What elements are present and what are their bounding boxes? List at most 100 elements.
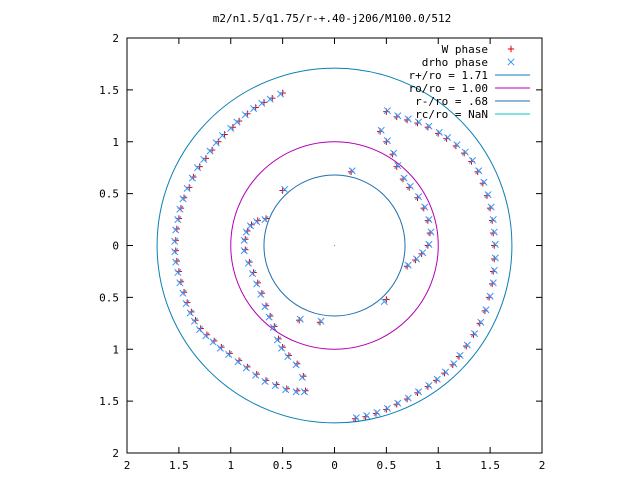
point-1-20: [172, 258, 180, 266]
point-1-68: [404, 394, 412, 402]
point-1-5: [233, 118, 241, 126]
legend-label-circle-2: r-/ro = .68: [415, 95, 488, 108]
point-1-100: [377, 126, 385, 134]
x-tick-label-0: 2: [124, 459, 131, 472]
point-1-61: [348, 167, 356, 175]
x-tick-label-1: 1.5: [169, 459, 189, 472]
point-1-101: [383, 137, 391, 145]
point-1-30: [216, 344, 224, 352]
legend-label-circle-3: rc/ro = NaN: [415, 108, 488, 121]
series-w-phase: [172, 89, 498, 422]
y-tick-label-2: 1: [112, 136, 119, 149]
point-1-9: [206, 147, 214, 155]
chart-title: m2/n1.5/q1.75/r-+.40-j206/M100.0/512: [213, 12, 451, 25]
point-0-6: [229, 124, 237, 131]
point-1-81: [490, 266, 498, 274]
point-1-54: [242, 228, 250, 236]
point-1-52: [240, 247, 248, 255]
point-1-6: [227, 124, 235, 132]
y-tick-label-1: 1.5: [99, 84, 119, 97]
y-axis: 2 1.5 1 0.5 0 0.5 1 1.5 2: [99, 32, 542, 460]
point-1-112: [412, 255, 421, 263]
point-1-51: [244, 259, 252, 267]
point-1-22: [176, 279, 184, 287]
point-1-49: [253, 280, 261, 288]
point-1-18: [171, 237, 179, 245]
point-1-25: [186, 309, 194, 317]
point-1-104: [400, 174, 408, 182]
point-1-59: [296, 315, 304, 323]
point-1-46: [265, 313, 273, 321]
reference-circles: [156, 67, 513, 424]
circle-1: [230, 141, 439, 350]
legend-marker-series-0: [507, 45, 515, 53]
point-0-10: [202, 155, 210, 162]
point-1-106: [414, 193, 423, 201]
point-1-26: [190, 317, 198, 325]
point-1-2: [258, 99, 266, 107]
x-tick-label-7: 1.5: [480, 459, 500, 472]
point-1-11: [193, 164, 202, 172]
point-1-111: [419, 249, 427, 257]
x-tick-label-4: 0: [331, 459, 338, 472]
point-1-79: [486, 292, 494, 300]
point-1-109: [427, 228, 435, 236]
point-1-88: [480, 178, 488, 186]
point-1-108: [425, 216, 433, 224]
point-1-90: [468, 156, 477, 164]
point-1-10: [200, 155, 208, 163]
y-tick-label-7: 1.5: [99, 395, 119, 408]
point-1-73: [450, 360, 458, 368]
point-1-75: [463, 341, 471, 349]
point-1-58: [281, 185, 289, 194]
point-0-9: [208, 146, 216, 154]
point-1-93: [444, 134, 452, 142]
y-tick-label-0: 2: [112, 32, 119, 45]
point-1-63: [352, 414, 360, 422]
point-1-62: [380, 297, 388, 306]
legend-label-circle-1: ro/ro = 1.00: [409, 82, 488, 95]
point-1-94: [435, 128, 443, 136]
point-1-56: [253, 218, 261, 226]
point-1-64: [363, 412, 371, 420]
circle-0: [156, 67, 513, 424]
point-1-77: [477, 318, 485, 326]
point-1-15: [176, 205, 184, 213]
point-0-11: [196, 163, 203, 170]
x-tick-label-2: 1: [227, 459, 234, 472]
point-1-43: [278, 344, 286, 352]
point-0-7: [221, 131, 228, 138]
point-0-3: [252, 104, 259, 111]
x-tick-label-6: 1: [435, 459, 442, 472]
y-tick-label-8: 2: [112, 447, 119, 460]
y-tick-label-4: 0: [112, 240, 119, 253]
point-1-27: [196, 325, 204, 334]
point-1-80: [489, 279, 497, 287]
point-1-38: [292, 388, 300, 396]
point-1-4: [241, 111, 249, 119]
x-tick-label-8: 2: [539, 459, 546, 472]
point-1-35: [261, 377, 269, 385]
point-1-14: [179, 195, 187, 203]
point-1-99: [383, 107, 391, 115]
point-0-13: [186, 184, 193, 191]
point-1-44: [273, 336, 281, 344]
point-1-76: [471, 330, 479, 338]
point-0-1: [269, 94, 276, 102]
point-1-67: [394, 399, 402, 407]
point-1-50: [248, 269, 257, 278]
point-1-98: [394, 112, 402, 120]
point-1-89: [475, 167, 483, 175]
point-1-107: [421, 203, 429, 211]
point-1-83: [491, 240, 499, 249]
point-1-71: [433, 375, 441, 383]
point-1-1: [266, 95, 274, 103]
point-1-21: [174, 268, 182, 277]
point-1-74: [456, 351, 464, 360]
point-1-87: [484, 191, 492, 199]
point-1-16: [174, 216, 182, 224]
point-1-7: [218, 131, 227, 140]
point-0-4: [244, 110, 251, 117]
